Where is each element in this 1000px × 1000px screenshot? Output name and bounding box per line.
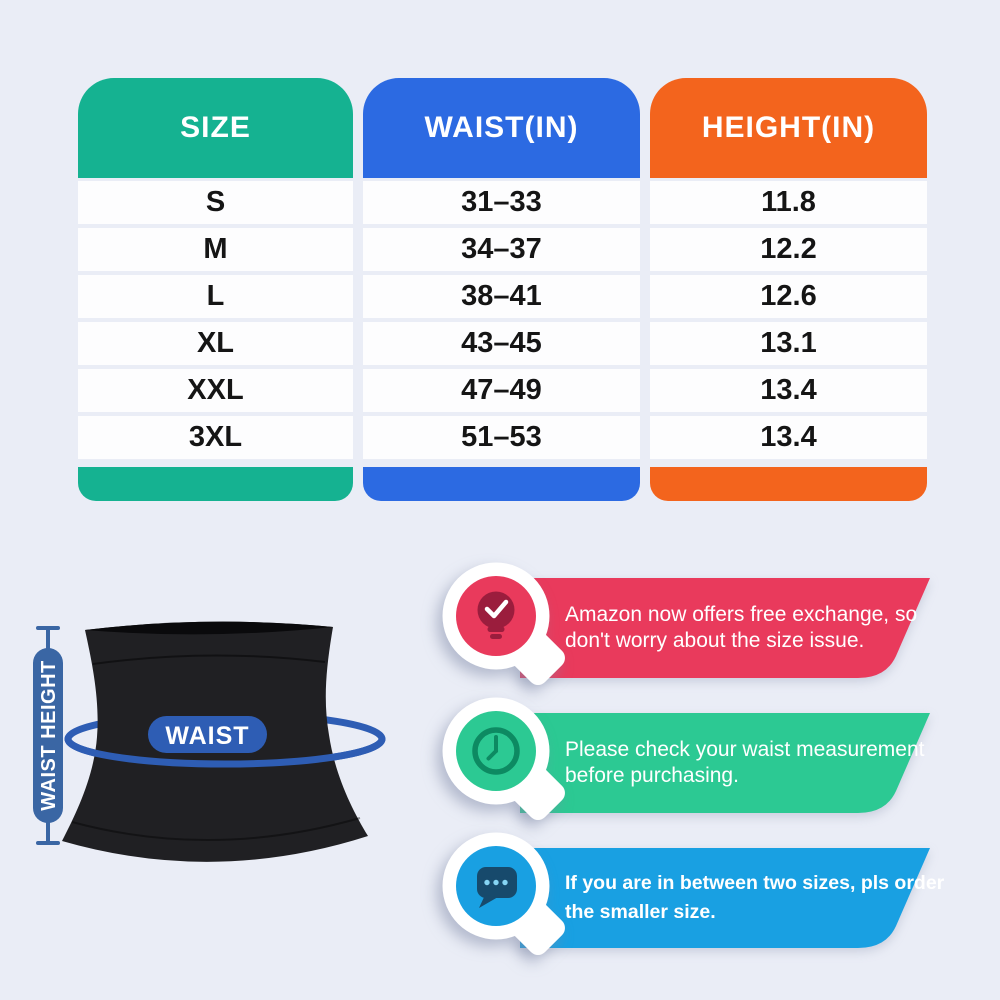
table-cell: 11.8 bbox=[650, 181, 927, 224]
clock-icon bbox=[472, 727, 520, 775]
table-cell: 31–33 bbox=[363, 181, 640, 224]
callout-list: Amazon now offers free exchange, so don'… bbox=[440, 560, 985, 1000]
table-column-height: HEIGHT(IN) 11.8 12.2 12.6 13.1 13.4 13.4 bbox=[650, 78, 927, 501]
lightbulb-check-icon bbox=[477, 591, 515, 639]
waist-trainer-illustration: WAIST WAIST HEIGHT bbox=[0, 560, 470, 1000]
table-cell: 12.2 bbox=[650, 228, 927, 271]
trainer-top-seam bbox=[92, 654, 326, 665]
column-cells-height: 11.8 12.2 12.6 13.1 13.4 13.4 bbox=[650, 181, 927, 459]
table-cell: S bbox=[78, 181, 353, 224]
table-cell: 51–53 bbox=[363, 416, 640, 459]
column-header-size: SIZE bbox=[78, 78, 353, 178]
callout-graphic bbox=[442, 832, 930, 955]
table-cell: 12.6 bbox=[650, 275, 927, 318]
table-cell: 47–49 bbox=[363, 369, 640, 412]
table-cell: 13.1 bbox=[650, 322, 927, 365]
table-cell: 13.4 bbox=[650, 369, 927, 412]
column-header-waist: WAIST(IN) bbox=[363, 78, 640, 178]
table-cell: M bbox=[78, 228, 353, 271]
callout-text: Please check your waist measurement befo… bbox=[565, 737, 925, 787]
callout-text: If you are in between two sizes, pls ord… bbox=[565, 871, 945, 923]
waist-height-ruler bbox=[36, 626, 60, 845]
table-cell: 43–45 bbox=[363, 322, 640, 365]
callout-free-exchange: Amazon now offers free exchange, so don'… bbox=[440, 560, 985, 695]
callout-graphic bbox=[442, 697, 930, 820]
size-table: SIZE S M L XL XXL 3XL WAIST(IN) 31–33 34… bbox=[78, 78, 927, 501]
chat-dots-icon bbox=[477, 867, 517, 908]
waist-label: WAIST bbox=[165, 722, 249, 750]
callout-banner bbox=[520, 578, 930, 678]
column-footer-bar bbox=[78, 467, 353, 501]
column-cells-waist: 31–33 34–37 38–41 43–45 47–49 51–53 bbox=[363, 181, 640, 459]
waist-trainer-svg: WAIST WAIST HEIGHT bbox=[33, 621, 386, 862]
callout-text: Amazon now offers free exchange, so don'… bbox=[565, 602, 918, 652]
callout-bubble bbox=[442, 697, 565, 820]
callout-bubble bbox=[442, 562, 565, 685]
waist-label-pill bbox=[148, 716, 267, 753]
waist-measure-ellipse-front bbox=[64, 735, 386, 768]
table-cell: 34–37 bbox=[363, 228, 640, 271]
callout-banner bbox=[520, 713, 930, 813]
table-cell: 38–41 bbox=[363, 275, 640, 318]
waist-height-pill bbox=[33, 648, 63, 823]
callout-check-measurement: Please check your waist measurement befo… bbox=[440, 695, 985, 830]
table-column-size: SIZE S M L XL XXL 3XL bbox=[78, 78, 353, 501]
waist-height-label: WAIST HEIGHT bbox=[38, 660, 60, 810]
column-header-height: HEIGHT(IN) bbox=[650, 78, 927, 178]
table-cell: XXL bbox=[78, 369, 353, 412]
trainer-bottom-seam bbox=[71, 817, 361, 841]
callout-graphic bbox=[442, 562, 930, 685]
callout-banner bbox=[520, 848, 930, 948]
table-cell: 13.4 bbox=[650, 416, 927, 459]
table-column-waist: WAIST(IN) 31–33 34–37 38–41 43–45 47–49 … bbox=[363, 78, 640, 501]
callout-bubble bbox=[442, 832, 565, 955]
table-cell: 3XL bbox=[78, 416, 353, 459]
column-footer-bar bbox=[363, 467, 640, 501]
column-footer-bar bbox=[650, 467, 927, 501]
trainer-top-opening bbox=[85, 621, 333, 635]
table-cell: XL bbox=[78, 322, 353, 365]
column-cells-size: S M L XL XXL 3XL bbox=[78, 181, 353, 459]
table-cell: L bbox=[78, 275, 353, 318]
callout-between-sizes: If you are in between two sizes, pls ord… bbox=[440, 830, 985, 965]
